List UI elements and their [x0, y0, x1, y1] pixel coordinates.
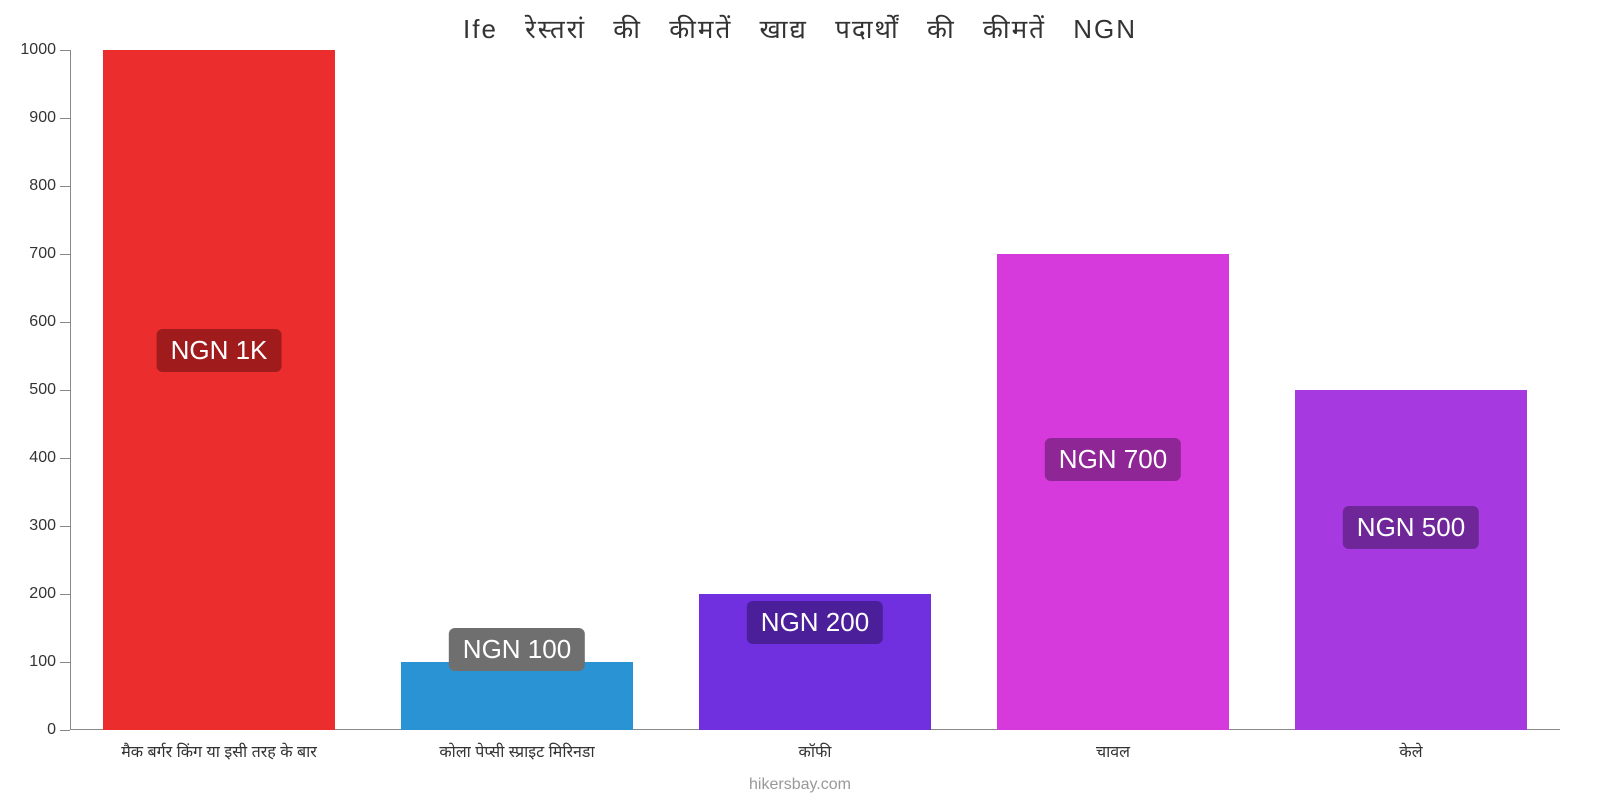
y-tick-label: 400 [29, 449, 56, 467]
y-tick-label: 500 [29, 381, 56, 399]
y-tick-label: 700 [29, 245, 56, 263]
value-badge: NGN 1K [157, 329, 282, 372]
y-tick-label: 300 [29, 517, 56, 535]
y-tick-label: 1000 [20, 41, 56, 59]
x-tick-label: चावल [1096, 740, 1130, 762]
chart-title: Ife रेस्तरां की कीमतें खाद्य पदार्थों की… [0, 0, 1600, 46]
y-tick [60, 50, 70, 51]
bar [103, 50, 335, 730]
y-tick-label: 200 [29, 585, 56, 603]
value-badge: NGN 200 [747, 601, 883, 644]
attribution: hikersbay.com [0, 776, 1600, 794]
y-tick [60, 458, 70, 459]
y-tick-label: 900 [29, 109, 56, 127]
bar [1295, 390, 1527, 730]
bar [401, 662, 633, 730]
x-tick-label: केले [1399, 740, 1422, 762]
y-tick-label: 800 [29, 177, 56, 195]
bar [997, 254, 1229, 730]
y-tick [60, 662, 70, 663]
y-tick [60, 390, 70, 391]
value-badge: NGN 100 [449, 628, 585, 671]
y-tick [60, 594, 70, 595]
x-tick-label: कॉफी [799, 740, 832, 762]
value-badge: NGN 700 [1045, 438, 1181, 481]
value-badge: NGN 500 [1343, 506, 1479, 549]
plot-area: 01002003004005006007008009001000 मैक बर्… [70, 50, 1560, 730]
x-tick-label: मैक बर्गर किंग या इसी तरह के बार [121, 740, 317, 762]
y-tick [60, 526, 70, 527]
x-tick-label: कोला पेप्सी स्प्राइट मिरिनडा [439, 740, 594, 762]
y-tick [60, 118, 70, 119]
y-tick [60, 322, 70, 323]
y-tick-label: 0 [47, 721, 56, 739]
bars-container: मैक बर्गर किंग या इसी तरह के बारNGN 1Kको… [70, 50, 1560, 730]
y-tick-label: 600 [29, 313, 56, 331]
y-tick [60, 186, 70, 187]
y-tick [60, 730, 70, 731]
chart: Ife रेस्तरां की कीमतें खाद्य पदार्थों की… [0, 0, 1600, 800]
y-tick [60, 254, 70, 255]
y-tick-label: 100 [29, 653, 56, 671]
